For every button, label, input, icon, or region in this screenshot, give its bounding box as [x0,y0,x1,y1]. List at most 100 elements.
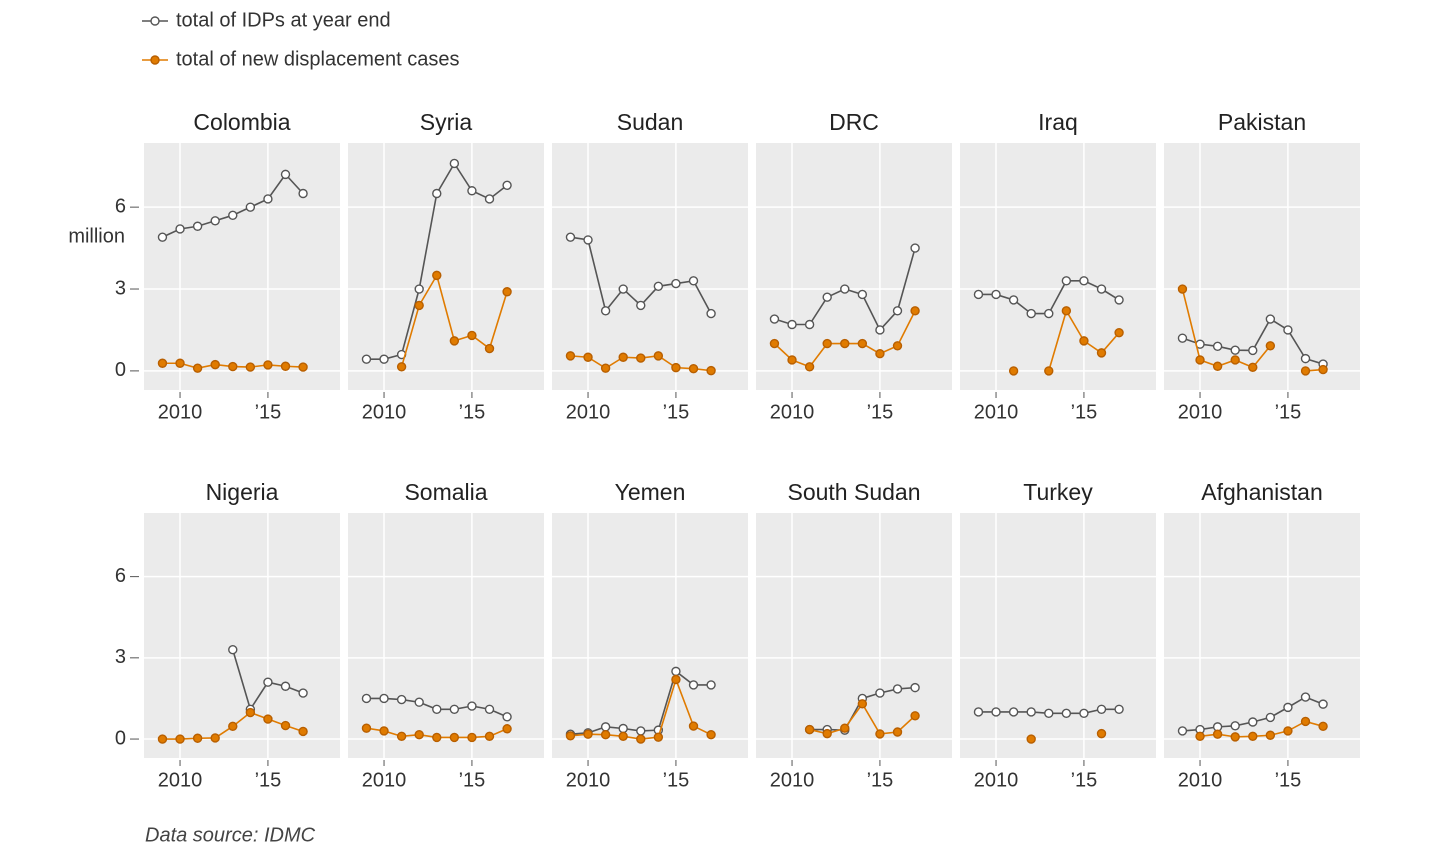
data-point [1114,327,1124,338]
data-point [1300,692,1311,702]
data-point [892,341,903,351]
data-point [787,319,797,330]
data-point [484,731,495,742]
data-point [1212,729,1223,739]
data-point [840,338,850,349]
legend-marker [150,55,160,65]
data-point [1230,721,1240,731]
x-tick-label: 2010 [158,401,203,423]
data-point [636,353,646,363]
data-point [502,724,512,734]
x-tick-label: ’15 [255,769,282,791]
data-point [840,723,850,733]
y-tick-label: 6 [115,565,126,587]
panel-background [756,143,952,390]
data-point [361,723,372,733]
data-point [1300,366,1311,376]
panel-title: South Sudan [787,479,920,505]
x-tick-label: 2010 [974,769,1019,791]
data-point [263,360,273,370]
data-point [1265,314,1276,324]
data-point [467,330,477,341]
data-point [600,722,611,732]
data-point [1096,348,1107,358]
panel-background [552,143,748,390]
data-point [1195,355,1205,365]
panel-background [1164,143,1360,390]
panel: Somalia 2010 ’15 [348,479,544,791]
data-point [1177,333,1188,343]
x-tick-label: 2010 [362,769,407,791]
data-point [706,680,716,690]
data-point [379,726,389,736]
panel-title: Sudan [617,109,684,135]
data-point [361,693,372,704]
data-point [432,270,442,281]
data-point [1061,276,1072,286]
panel-title: Pakistan [1218,109,1306,135]
data-point [1212,361,1223,371]
data-point [1114,704,1124,714]
data-point [449,732,460,743]
data-point [1283,325,1293,335]
data-point [1300,353,1311,364]
data-point [688,276,699,286]
data-point [822,338,832,349]
panel: Turkey 2010 ’15 [960,479,1156,791]
data-point [210,359,220,370]
y-tick-label: 3 [115,646,126,668]
data-point [192,221,203,231]
data-point [1230,732,1240,742]
data-point [414,730,424,740]
data-point [875,729,885,739]
data-point [910,682,920,693]
data-point [857,699,868,709]
data-point [769,314,780,324]
data-point [1283,726,1293,736]
panel-title: Afghanistan [1201,479,1322,505]
data-point [875,688,885,698]
data-point [298,688,308,698]
data-point [414,697,424,707]
data-point [804,362,815,372]
data-point [245,362,256,372]
data-point [263,194,273,204]
data-point [653,732,664,742]
data-point [467,732,477,743]
data-point [822,728,832,739]
legend-label: total of new displacement cases [176,48,460,70]
data-point [1096,284,1107,294]
data-point [671,278,681,289]
data-point [228,361,238,372]
data-point [910,243,920,253]
data-point [414,284,424,294]
data-point [502,712,512,722]
data-point [822,292,832,302]
data-point [298,362,308,372]
data-point [671,674,681,685]
data-point [1061,306,1072,316]
x-tick-label: 2010 [158,769,203,791]
panel: South Sudan 2010 ’15 [756,479,952,791]
data-point [1248,731,1258,742]
data-point [1177,284,1188,294]
data-point [1248,362,1258,373]
data-point [228,210,238,221]
data-point [449,336,460,346]
data-point [484,343,495,354]
data-point [671,362,681,373]
data-point [467,701,477,711]
data-point [565,731,576,741]
data-point [396,362,407,372]
data-point [618,731,628,742]
data-point [804,724,815,735]
panel-title: Nigeria [206,479,279,505]
data-point [280,169,291,180]
x-tick-label: 2010 [770,401,815,423]
x-tick-label: ’15 [255,401,282,423]
x-tick-label: ’15 [1275,401,1302,423]
data-point [583,729,593,739]
data-point [973,707,984,717]
x-tick-label: ’15 [1275,769,1302,791]
